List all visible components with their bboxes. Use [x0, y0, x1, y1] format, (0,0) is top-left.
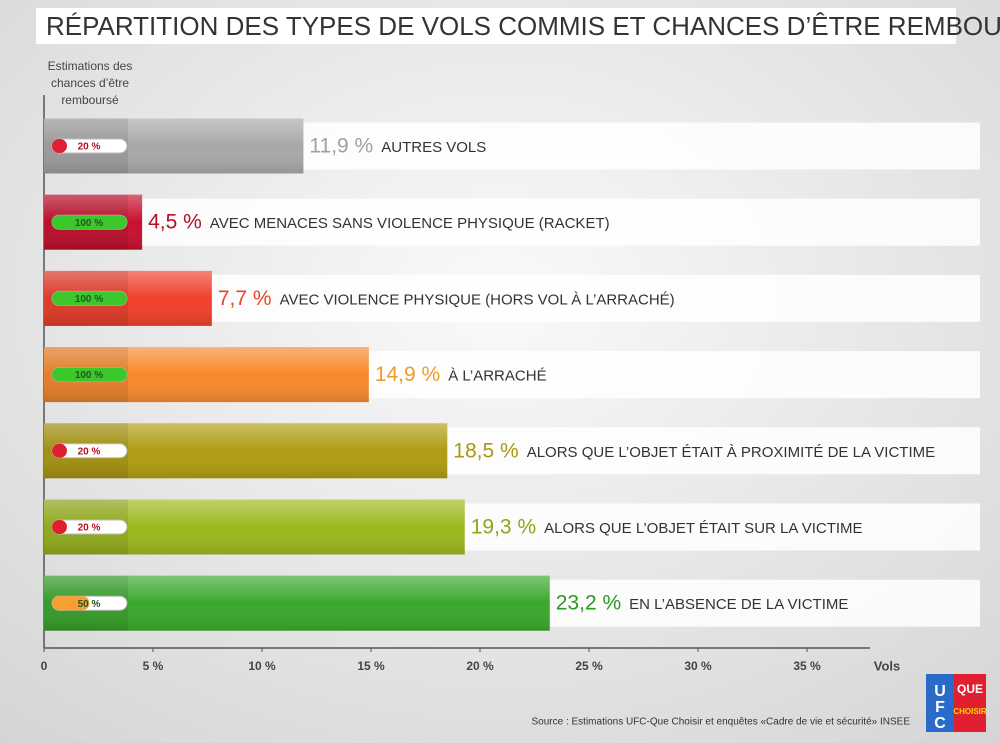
- value-label: 11,9 %: [309, 135, 373, 158]
- value-label: 7,7 %: [218, 287, 272, 310]
- x-tick-label: 20 %: [466, 659, 494, 673]
- x-tick-label: 25 %: [575, 659, 603, 673]
- value-label: 18,5 %: [453, 439, 518, 462]
- category-label: ALORS QUE L’OBJET ÉTAIT SUR LA VICTIME: [544, 520, 862, 537]
- category-label: ALORS QUE L’OBJET ÉTAIT À PROXIMITÉ DE L…: [527, 444, 935, 461]
- row-band: [44, 198, 980, 246]
- logo: U F C QUE CHOISIR: [926, 674, 987, 732]
- refund-label: 20 %: [78, 142, 101, 153]
- logo-text: U: [934, 683, 946, 700]
- category-label: AUTRES VOLS: [381, 139, 486, 156]
- logo-text: C: [934, 715, 946, 732]
- x-tick-label: 10 %: [248, 659, 276, 673]
- refund-title: remboursé: [61, 93, 119, 107]
- x-tick-label: 15 %: [357, 659, 385, 673]
- source: Source : Estimations UFC-Que Choisir et …: [531, 717, 910, 728]
- logo-text: QUE: [957, 682, 983, 696]
- category-label: EN L’ABSENCE DE LA VICTIME: [629, 596, 848, 613]
- bar-gloss: [44, 575, 550, 631]
- x-tick-label: 5 %: [143, 659, 164, 673]
- refund-fill: [52, 520, 67, 534]
- category-label: AVEC VIOLENCE PHYSIQUE (HORS VOL À L’ARR…: [280, 291, 675, 308]
- refund-label: 100 %: [75, 218, 103, 229]
- refund-label: 100 %: [75, 370, 103, 381]
- refund-label: 100 %: [75, 294, 103, 305]
- logo-text: CHOISIR: [953, 707, 987, 716]
- logo-text: F: [935, 699, 945, 716]
- value-label: 19,3 %: [471, 516, 536, 539]
- chart-title: RÉPARTITION DES TYPES DE VOLS COMMIS ET …: [46, 11, 1000, 41]
- x-axis-label: Vols: [874, 658, 901, 673]
- refund-fill: [52, 215, 127, 230]
- refund-fill: [52, 443, 67, 458]
- x-tick-label: 30 %: [684, 659, 712, 673]
- logo-block: [926, 674, 954, 732]
- refund-label: 20 %: [78, 523, 101, 534]
- refund-label: 20 %: [78, 446, 101, 457]
- x-tick-label: 35 %: [793, 659, 821, 673]
- refund-fill: [52, 367, 127, 382]
- title-box: [36, 8, 956, 44]
- value-label: 4,5 %: [148, 211, 202, 234]
- value-label: 23,2 %: [556, 592, 621, 615]
- refund-fill: [52, 596, 90, 611]
- category-label: À L’ARRACHÉ: [448, 368, 546, 385]
- logo-block: [954, 674, 986, 732]
- refund-title: Estimations des: [48, 59, 133, 73]
- refund-label: 50 %: [78, 599, 101, 610]
- refund-title: chances d’être: [51, 76, 129, 90]
- x-tick-label: 0: [41, 659, 48, 673]
- refund-fill: [52, 291, 127, 306]
- value-label: 14,9 %: [375, 363, 440, 386]
- refund-fill: [52, 139, 67, 153]
- category-label: AVEC MENACES SANS VIOLENCE PHYSIQUE (RAC…: [210, 215, 610, 232]
